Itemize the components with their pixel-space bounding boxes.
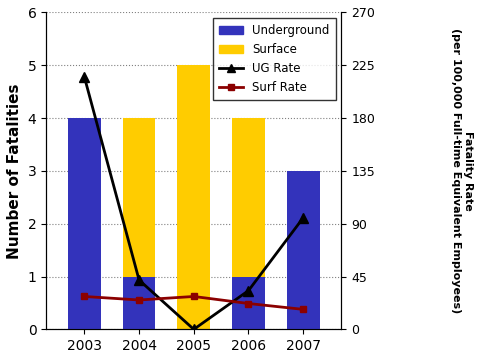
Y-axis label: Number of Fatalities: Number of Fatalities [7, 83, 22, 258]
Bar [68, 118, 101, 329]
Bar [123, 118, 156, 329]
Bar [123, 276, 156, 329]
Y-axis label: Fatality Rate
(per 100,000 Full-time Equivalent Employees): Fatality Rate (per 100,000 Full-time Equ… [452, 28, 473, 314]
Bar [287, 171, 320, 329]
Bar [287, 171, 320, 329]
Bar [178, 65, 210, 329]
Bar [232, 118, 265, 329]
Bar [232, 276, 265, 329]
Legend: Underground, Surface, UG Rate, Surf Rate: Underground, Surface, UG Rate, Surf Rate [213, 18, 336, 100]
Bar [68, 118, 101, 329]
